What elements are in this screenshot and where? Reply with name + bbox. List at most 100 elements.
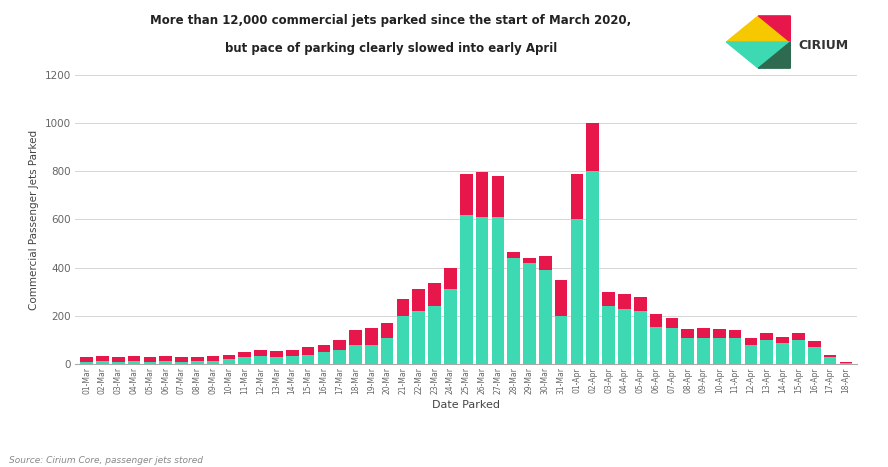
Bar (808, 347, 821, 364)
Bar (412, 311, 425, 364)
Bar (175, 362, 187, 364)
Bar (713, 329, 725, 338)
Bar (144, 362, 156, 364)
Bar (665, 318, 678, 328)
Bar (191, 361, 203, 364)
Polygon shape (726, 42, 790, 68)
Bar (760, 333, 773, 340)
Bar (555, 316, 567, 364)
Bar (650, 314, 662, 327)
Bar (96, 356, 108, 361)
Bar (492, 217, 504, 364)
Bar (159, 356, 172, 361)
Bar (349, 345, 361, 364)
Bar (444, 290, 456, 364)
Bar (776, 343, 789, 364)
Bar (839, 362, 852, 363)
Bar (507, 258, 520, 364)
Bar (792, 333, 805, 340)
Text: More than 12,000 commercial jets parked since the start of March 2020,: More than 12,000 commercial jets parked … (150, 14, 631, 27)
Bar (144, 357, 156, 362)
Bar (254, 356, 267, 364)
Bar (365, 345, 377, 364)
Bar (839, 363, 852, 364)
Bar (207, 356, 219, 361)
Bar (302, 347, 314, 354)
Bar (270, 351, 282, 357)
Bar (128, 361, 140, 364)
Text: but pace of parking clearly slowed into early April: but pace of parking clearly slowed into … (225, 42, 557, 55)
Bar (476, 172, 488, 217)
Bar (254, 350, 267, 356)
Bar (523, 258, 535, 263)
Bar (238, 357, 251, 364)
Bar (824, 354, 836, 357)
Bar (602, 306, 614, 364)
Bar (634, 311, 646, 364)
Bar (80, 362, 93, 364)
Bar (460, 215, 472, 364)
Bar (681, 329, 694, 338)
Bar (286, 350, 298, 356)
Bar (681, 338, 694, 364)
Bar (571, 219, 583, 364)
Bar (760, 340, 773, 364)
Bar (476, 217, 488, 364)
Bar (618, 294, 630, 309)
Bar (697, 338, 710, 364)
Bar (555, 280, 567, 316)
Bar (713, 338, 725, 364)
Bar (460, 174, 472, 215)
Bar (824, 357, 836, 364)
Bar (349, 331, 361, 345)
Bar (808, 341, 821, 347)
Bar (539, 256, 551, 270)
Bar (223, 360, 235, 364)
Bar (333, 350, 346, 364)
Bar (428, 306, 440, 364)
Bar (412, 290, 425, 311)
Bar (238, 352, 251, 357)
Bar (318, 352, 330, 364)
Bar (523, 263, 535, 364)
Bar (128, 356, 140, 361)
Bar (745, 338, 757, 345)
Bar (571, 174, 583, 219)
Y-axis label: Commercial Passenger Jets Parked: Commercial Passenger Jets Parked (28, 129, 39, 310)
Bar (318, 345, 330, 352)
Bar (159, 361, 172, 364)
Bar (365, 328, 377, 345)
Bar (175, 357, 187, 362)
Bar (539, 270, 551, 364)
Bar (745, 345, 757, 364)
Bar (665, 328, 678, 364)
Text: CIRIUM: CIRIUM (798, 39, 848, 52)
Bar (112, 357, 124, 362)
Bar (428, 283, 440, 306)
Bar (333, 340, 346, 350)
Bar (207, 361, 219, 364)
Bar (507, 252, 520, 258)
Bar (729, 338, 741, 364)
Bar (381, 323, 393, 338)
X-axis label: Date Parked: Date Parked (432, 400, 500, 410)
Bar (492, 176, 504, 217)
Bar (650, 327, 662, 364)
Bar (697, 328, 710, 338)
Bar (96, 361, 108, 364)
Bar (286, 356, 298, 364)
Bar (112, 362, 124, 364)
Bar (397, 316, 409, 364)
Bar (302, 354, 314, 364)
Bar (634, 297, 646, 311)
Bar (444, 268, 456, 290)
Bar (729, 331, 741, 338)
Bar (80, 357, 93, 362)
Bar (586, 123, 599, 171)
Bar (602, 292, 614, 306)
Bar (397, 299, 409, 316)
Polygon shape (726, 16, 790, 42)
Bar (223, 354, 235, 360)
Polygon shape (758, 16, 790, 42)
Bar (381, 338, 393, 364)
